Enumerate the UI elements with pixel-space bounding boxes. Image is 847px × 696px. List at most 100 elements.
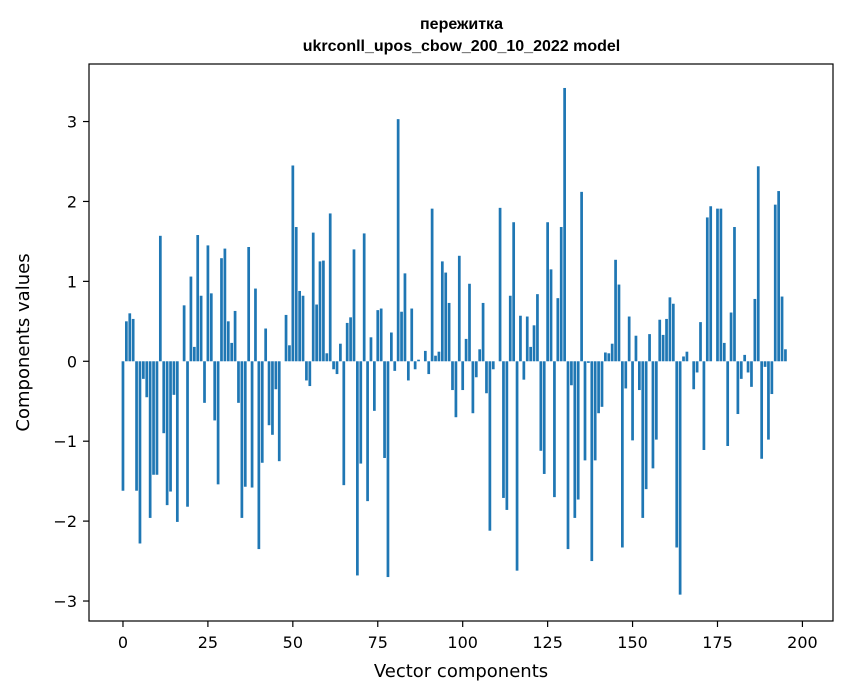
bar-186 [753,298,757,362]
bar-83 [403,273,407,362]
bar-126 [549,269,553,362]
bar-106 [481,302,485,362]
bar-193 [777,191,780,362]
bar-1 [125,321,128,362]
bar-37 [247,247,251,362]
bar-183 [743,354,747,362]
bar-128 [556,298,560,362]
bar-58 [318,261,322,362]
bar-96 [447,302,451,362]
bar-158 [658,319,662,362]
bar-26 [209,293,213,362]
bar-164 [678,361,682,595]
bar-66 [345,322,349,362]
bar-152 [638,361,641,391]
bar-138 [590,361,594,562]
bar-168 [692,361,696,390]
bar-153 [641,361,645,518]
bar-156 [651,361,655,469]
bar-11 [158,235,162,362]
bar-125 [546,222,549,362]
bar-161 [668,297,672,362]
bar-98 [454,361,458,418]
bar-170 [699,322,702,362]
bar-35 [240,361,244,518]
bar-181 [736,361,740,415]
bar-48 [284,314,288,362]
bar-124 [542,361,546,474]
bar-74 [373,361,376,411]
bar-12 [162,361,166,434]
x-tick-label: 125 [532,633,563,652]
bar-127 [553,361,556,498]
bar-180 [733,227,736,362]
bar-109 [491,361,495,370]
bar-56 [311,232,315,362]
bar-102 [468,283,471,362]
bar-69 [356,361,359,576]
y-axis-ticks: −3 −2 −1 0 1 2 3 [53,113,89,611]
bar-63 [335,361,339,375]
bar-38 [250,361,254,488]
bar-0 [121,361,125,491]
bar-140 [597,361,600,414]
bar-139 [593,361,597,461]
bar-94 [440,261,444,362]
bar-5 [138,361,142,544]
bar-131 [566,361,570,550]
bar-65 [342,361,346,486]
bar-70 [359,361,363,464]
bar-132 [570,361,573,386]
chart-title-line2: ukrconll_upos_cbow_200_10_2022 model [303,38,620,55]
bar-2 [128,313,132,362]
bar-178 [726,361,730,446]
bar-36 [243,361,247,487]
bar-64 [339,343,342,362]
bar-67 [349,317,352,362]
bar-184 [746,361,750,373]
bar-143 [607,353,611,362]
bar-179 [729,312,733,362]
bar-105 [478,349,482,362]
bar-73 [369,337,373,362]
y-tick-label: 0 [67,352,77,371]
bar-91 [430,208,434,362]
bar-76 [379,308,383,362]
bar-14 [169,361,172,492]
y-axis-label: Components values [13,253,34,431]
bar-159 [661,334,665,362]
bar-151 [634,335,638,362]
bar-40 [257,361,261,550]
bar-61 [328,213,332,362]
bar-30 [223,248,227,362]
bar-118 [522,361,526,380]
bar-41 [260,361,264,463]
bar-145 [614,259,617,362]
bar-3 [131,318,135,362]
bar-16 [175,361,179,522]
bar-108 [488,361,492,531]
x-tick-label: 100 [447,633,478,652]
bar-133 [573,361,577,518]
bar-60 [325,353,329,362]
bar-62 [332,361,335,370]
bar-68 [352,249,356,362]
bar-15 [172,361,176,395]
bar-28 [216,361,220,485]
bar-59 [322,260,325,362]
x-tick-label: 50 [283,633,303,652]
bar-6 [142,361,145,379]
bar-43 [267,361,271,426]
bar-149 [627,316,631,362]
bar-117 [519,315,522,362]
bar-121 [532,325,536,362]
bar-116 [515,361,519,571]
bar-19 [186,361,189,507]
bar-86 [413,361,417,370]
bar-78 [386,361,390,578]
bar-160 [665,318,668,362]
plot-frame [88,63,834,622]
bar-49 [288,345,291,362]
